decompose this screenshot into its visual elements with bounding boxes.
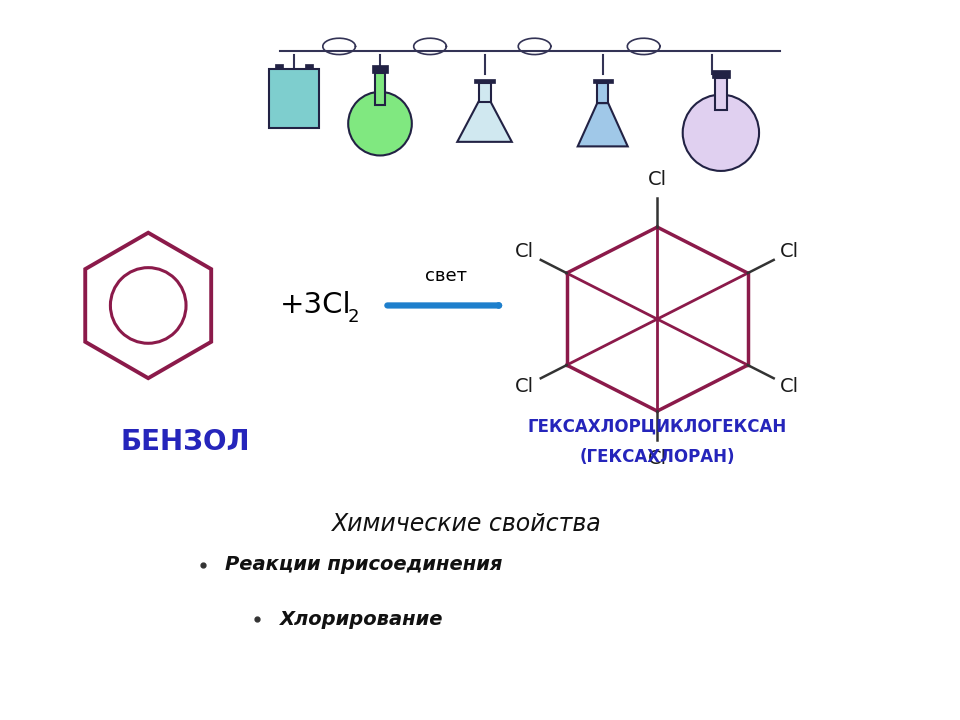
- Bar: [304, 64, 313, 69]
- Text: Химические свойства: Химические свойства: [331, 512, 601, 536]
- Bar: [375, 73, 385, 104]
- Text: Cl: Cl: [648, 171, 667, 189]
- Text: +3Cl: +3Cl: [280, 292, 351, 320]
- Bar: [269, 69, 319, 128]
- Bar: [711, 70, 730, 78]
- Text: (ГЕКСАХЛОРАН): (ГЕКСАХЛОРАН): [580, 449, 735, 467]
- Text: Реакции присоединения: Реакции присоединения: [226, 555, 503, 574]
- Bar: [275, 64, 282, 69]
- Bar: [473, 79, 495, 83]
- Bar: [478, 83, 491, 102]
- Text: Cl: Cl: [780, 377, 800, 396]
- Text: свет: свет: [425, 267, 467, 285]
- Circle shape: [683, 94, 759, 171]
- Text: 2: 2: [348, 308, 359, 326]
- Text: Cl: Cl: [515, 377, 534, 396]
- Polygon shape: [578, 103, 628, 146]
- Bar: [593, 78, 612, 83]
- Bar: [597, 83, 609, 103]
- Bar: [372, 65, 388, 73]
- Text: Cl: Cl: [780, 242, 800, 261]
- Polygon shape: [457, 102, 512, 142]
- Text: БЕНЗОЛ: БЕНЗОЛ: [121, 428, 251, 456]
- Text: ГЕКСАХЛОРЦИКЛОГЕКСАН: ГЕКСАХЛОРЦИКЛОГЕКСАН: [528, 418, 787, 436]
- Bar: [715, 78, 727, 110]
- Circle shape: [348, 92, 412, 156]
- Text: Cl: Cl: [515, 242, 534, 261]
- Text: Cl: Cl: [648, 449, 667, 468]
- Text: Хлорирование: Хлорирование: [280, 610, 444, 629]
